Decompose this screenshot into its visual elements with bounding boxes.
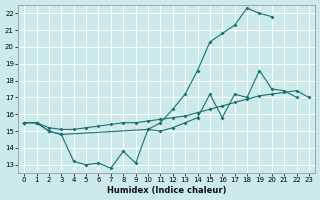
X-axis label: Humidex (Indice chaleur): Humidex (Indice chaleur) <box>107 186 226 195</box>
